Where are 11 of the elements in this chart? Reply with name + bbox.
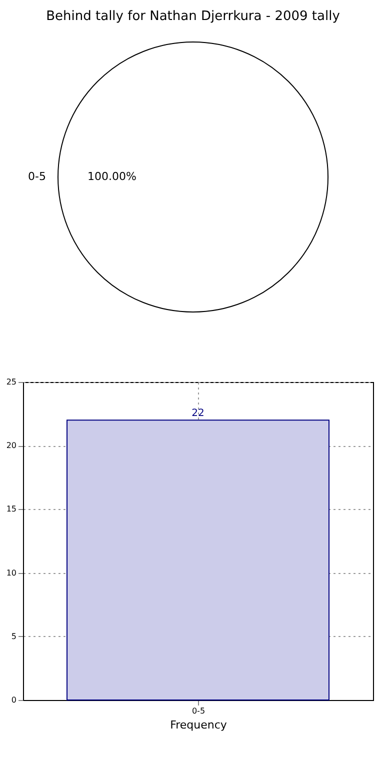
- y-tick-label: 15: [6, 504, 16, 514]
- slice-label: 0-5: [28, 170, 46, 183]
- x-axis-title: Frequency: [170, 718, 228, 732]
- data-label: 100.00%: [88, 170, 136, 183]
- y-tick-label: 20: [6, 441, 16, 450]
- y-tick-label: 10: [6, 568, 16, 578]
- data-label: 22: [192, 408, 204, 420]
- y-tick-label: 5: [11, 632, 16, 641]
- chart-title: Behind tally for Nathan Djerrkura - 2009 tally: [46, 9, 340, 24]
- y-tick-label: 0: [11, 696, 16, 704]
- y-tick-label: 25: [6, 378, 16, 386]
